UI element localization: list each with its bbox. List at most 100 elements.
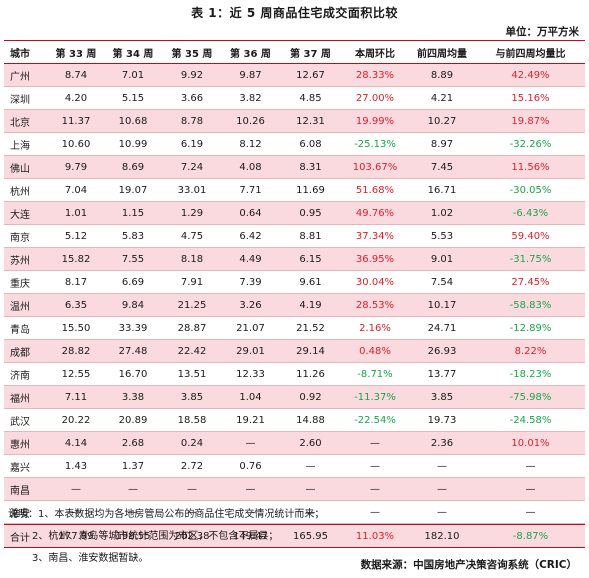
table-row: 佛山 9.79 8.69 7.24 4.08 8.31 103.67% 7.45 11.56%	[4, 156, 585, 179]
value-cell: 15.82	[61, 253, 91, 265]
city-cell: 福州	[10, 393, 30, 405]
value-cell: —	[370, 460, 380, 472]
value-cell: 1.01	[64, 207, 88, 219]
value-cell: 59.40%	[511, 230, 550, 242]
value-cell: 前四周均量	[417, 48, 467, 60]
value-cell: 5.83	[121, 230, 145, 242]
city-cell: 成都	[10, 347, 30, 359]
city-cell: 合计	[10, 532, 30, 544]
value-cell: 198.55	[115, 530, 151, 542]
value-cell: 6.69	[121, 276, 145, 288]
value-cell: 0.24	[180, 437, 204, 449]
value-cell: 8.81	[299, 230, 322, 242]
value-cell: 33.01	[177, 184, 207, 196]
value-cell: 165.95	[293, 530, 328, 542]
value-cell: —	[187, 483, 197, 495]
value-cell: —	[525, 483, 536, 495]
value-cell: —	[245, 483, 256, 495]
value-cell: 11.69	[296, 184, 325, 196]
table-row: 成都 28.82 27.48 22.42 29.01 29.14 0.48% 26.93 8.2…	[4, 340, 585, 363]
table-row: 青岛 15.50 33.39 28.87 21.07 21.52 2.16% 24.71 -12…	[4, 317, 585, 340]
data-source: 数据来源：中国房地产决策咨询系统（CRIC）	[360, 559, 577, 571]
value-cell: 8.74	[64, 69, 88, 81]
value-cell: 21.52	[296, 322, 325, 334]
value-cell: 6.42	[239, 230, 262, 242]
value-cell: 4.21	[430, 92, 454, 104]
value-cell: —	[128, 506, 138, 518]
value-cell: —	[305, 483, 316, 495]
value-cell: 3.66	[180, 92, 204, 104]
value-cell: -12.89%	[509, 322, 552, 334]
value-cell: 27.45%	[511, 276, 550, 288]
city-cell: 武汉	[10, 416, 30, 428]
value-cell: 3.85	[430, 391, 454, 403]
value-cell: 3.82	[239, 92, 262, 104]
value-cell: -8.87%	[512, 530, 549, 542]
value-cell: 10.60	[61, 138, 91, 150]
value-cell: 12.31	[296, 115, 325, 127]
table-row: 南昌 — — — — — — — —	[4, 478, 585, 501]
table-row: 南京 5.12 5.83 4.75 6.42 8.81 37.34% 5.53 59.40%	[4, 225, 585, 248]
value-cell: 177.99	[58, 530, 94, 542]
value-cell: 13.77	[427, 368, 457, 380]
value-cell: 第 34 周	[112, 48, 154, 60]
value-cell: 6.19	[180, 138, 204, 150]
table-row: 温州 6.35 9.84 21.25 3.26 4.19 28.53% 10.17 -58.83…	[4, 294, 585, 317]
value-cell: 4.08	[239, 161, 262, 173]
table-total-row: 合计 177.99 198.55 202.38 149.47 165.95 11.03% 18…	[4, 524, 585, 547]
value-cell: 24.71	[427, 322, 457, 334]
value-cell: 10.68	[118, 115, 148, 127]
value-cell: 15.16%	[511, 92, 550, 104]
value-cell: 11.26	[296, 368, 325, 380]
city-cell: 大连	[10, 209, 30, 221]
value-cell: 13.51	[177, 368, 207, 380]
value-cell: 49.76%	[355, 207, 395, 219]
value-cell: 28.53%	[355, 299, 395, 311]
value-cell: 11.56%	[511, 161, 550, 173]
city-cell: 济南	[10, 370, 30, 382]
value-cell: 20.89	[118, 414, 148, 426]
value-cell: 37.34%	[355, 230, 395, 242]
value-cell: 9.79	[64, 161, 88, 173]
value-cell: 149.47	[233, 530, 268, 542]
value-cell: -30.05%	[509, 184, 552, 196]
value-cell: 1.04	[239, 391, 262, 403]
city-cell: 深圳	[10, 94, 30, 106]
city-cell: 杭州	[10, 186, 30, 198]
value-cell: 182.10	[424, 530, 460, 542]
value-cell: 1.15	[121, 207, 145, 219]
value-cell: 0.92	[299, 391, 322, 403]
table-row: 深圳 4.20 5.15 3.66 3.82 4.85 27.00% 4.21 15.16%	[4, 87, 585, 110]
value-cell: 0.64	[239, 207, 262, 219]
value-cell: 12.33	[236, 368, 265, 380]
value-cell: 10.99	[118, 138, 148, 150]
value-cell: —	[370, 437, 380, 449]
table-row: 嘉兴 1.43 1.37 2.72 0.76 — — — —	[4, 455, 585, 478]
value-cell: -75.98%	[509, 391, 552, 403]
table-row: 北京 11.37 10.68 8.78 10.26 12.31 19.99% 10.27 19.…	[4, 110, 585, 133]
value-cell: 10.17	[427, 299, 457, 311]
value-cell: 19.07	[118, 184, 148, 196]
value-cell: 28.33%	[355, 69, 395, 81]
value-cell: 4.75	[180, 230, 204, 242]
value-cell: —	[437, 460, 447, 472]
value-cell: 7.39	[239, 276, 262, 288]
value-cell: 6.08	[299, 138, 322, 150]
value-cell: 2.16%	[359, 322, 391, 334]
city-cell: 上海	[10, 140, 30, 152]
value-cell: 19.73	[427, 414, 457, 426]
value-cell: -18.23%	[509, 368, 552, 380]
value-cell: 21.07	[236, 322, 265, 334]
note-line: 说明：1、本表数据均为各地房管局公布的商品住宅成交情况统计而来；	[8, 509, 325, 520]
city-cell: 青岛	[10, 324, 30, 336]
value-cell: -31.75%	[509, 253, 552, 265]
value-cell: 16.70	[118, 368, 148, 380]
city-cell: 嘉兴	[10, 462, 30, 474]
value-cell: -8.71%	[357, 368, 393, 380]
table-row: 重庆 8.17 6.69 7.91 7.39 9.61 30.04% 7.54 27.45%	[4, 271, 585, 294]
value-cell: 1.43	[64, 460, 88, 472]
value-cell: 9.92	[180, 69, 204, 81]
table-row: 苏州 15.82 7.55 8.18 4.49 6.15 36.95% 9.01 -31.75%	[4, 248, 585, 271]
value-cell: 29.14	[296, 345, 325, 357]
